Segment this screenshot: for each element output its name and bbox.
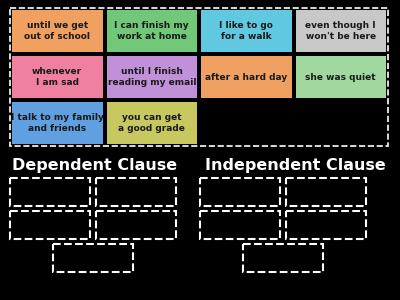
Text: whenever
I am sad: whenever I am sad <box>32 67 82 87</box>
Bar <box>53 244 133 272</box>
Text: until I finish
reading my email: until I finish reading my email <box>108 67 196 87</box>
Bar <box>106 56 197 98</box>
Text: I like to go
for a walk: I like to go for a walk <box>219 21 273 41</box>
Text: Independent Clause: Independent Clause <box>205 158 385 173</box>
Text: I talk to my family
and friends: I talk to my family and friends <box>11 113 104 133</box>
Text: you can get
a good grade: you can get a good grade <box>118 113 185 133</box>
Bar <box>10 178 90 206</box>
Bar <box>296 10 386 52</box>
Text: Dependent Clause: Dependent Clause <box>12 158 178 173</box>
Bar <box>10 211 90 239</box>
Bar <box>201 10 292 52</box>
Bar <box>10 8 388 146</box>
Bar <box>96 211 176 239</box>
Bar <box>96 178 176 206</box>
Bar <box>200 211 280 239</box>
Bar <box>106 10 197 52</box>
Text: after a hard day: after a hard day <box>205 73 287 82</box>
Text: until we get
out of school: until we get out of school <box>24 21 90 41</box>
Text: I can finish my
work at home: I can finish my work at home <box>114 21 189 41</box>
Bar <box>12 56 102 98</box>
Bar <box>286 211 366 239</box>
Bar <box>296 56 386 98</box>
Bar <box>243 244 323 272</box>
Bar <box>12 102 102 144</box>
Bar <box>201 56 292 98</box>
Text: she was quiet: she was quiet <box>306 73 376 82</box>
Bar <box>286 178 366 206</box>
Bar <box>200 178 280 206</box>
Bar <box>12 10 102 52</box>
Bar <box>106 102 197 144</box>
Text: even though I
won't be here: even though I won't be here <box>306 21 376 41</box>
